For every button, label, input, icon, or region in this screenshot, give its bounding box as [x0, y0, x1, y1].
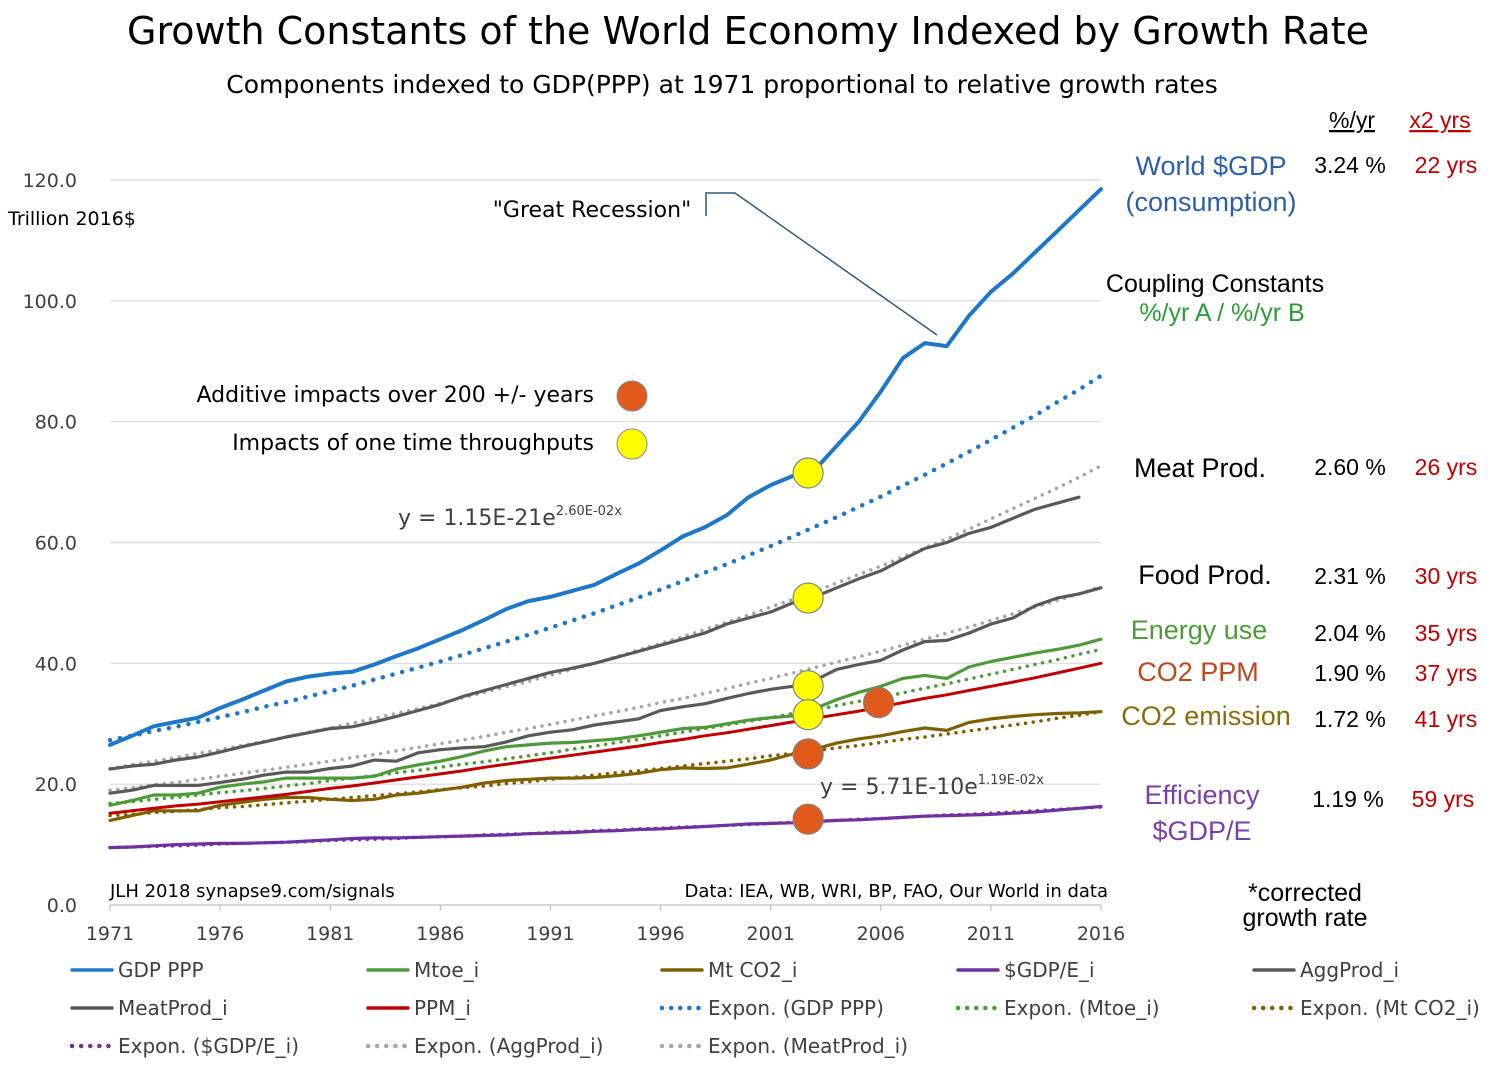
series-expon-gdp-ppp [107, 373, 1104, 743]
legend: GDP PPP Mtoe_i Mt CO2_i $GDP/E_i AggProd_i Me… [69, 958, 1480, 1058]
x-tick-label: 2011 [967, 923, 1015, 945]
series-gdp-ppp [108, 187, 1103, 747]
rate-co2-ppm: 1.90 % [1314, 660, 1386, 686]
additive-marker-swatch [616, 380, 648, 412]
legend-label: Expon. (Mt CO2_i) [1300, 996, 1480, 1020]
right-labels: World $GDP (consumption) 3.24 % 22 yrs M… [1121, 151, 1477, 846]
onetime-impact-marker [792, 670, 824, 702]
great-recession-label: "Great Recession" [493, 198, 691, 223]
legend-label: Expon. (AggProd_i) [414, 1034, 603, 1058]
x-tick-label: 1996 [636, 923, 684, 945]
corrected-note-line2: growth rate [1242, 904, 1367, 932]
legend-label: Expon. (MeatProd_i) [708, 1034, 908, 1058]
y-tick-label: 120.0 [23, 170, 77, 192]
x-tick-label: 1991 [526, 923, 574, 945]
doubling-co2-emission: 41 yrs [1415, 706, 1478, 732]
chart-title: Growth Constants of the World Economy In… [127, 9, 1369, 53]
additive-impact-marker [792, 803, 824, 835]
doubling-energy-use: 35 yrs [1415, 620, 1478, 646]
rate-food-prod: 2.31 % [1314, 563, 1386, 589]
legend-label: PPM_i [414, 996, 471, 1020]
onetime-impacts-label: Impacts of one time throughputs [232, 431, 594, 456]
equation-efficiency: y = 5.71E-10e1.19E-02x [820, 773, 1044, 800]
legend-label: GDP PPP [118, 958, 204, 982]
doubling-efficiency: 59 yrs [1412, 786, 1475, 812]
onetime-impact-marker [792, 582, 824, 614]
series-mtoe-i [108, 637, 1103, 807]
label-co2-emission: CO2 emission [1121, 701, 1291, 731]
y-tick-label: 80.0 [35, 412, 77, 434]
rate-meat-prod: 2.60 % [1314, 454, 1386, 480]
y-tick-label: 40.0 [35, 653, 77, 675]
series-ppm-i [108, 661, 1103, 815]
onetime-impact-marker [792, 457, 824, 489]
x-tick-label: 1976 [196, 923, 244, 945]
label-energy-use: Energy use [1131, 615, 1268, 645]
series-expon-mt-co2-i [108, 709, 1103, 818]
series-meatprod-i [108, 495, 1081, 771]
footer-data-source: Data: IEA, WB, WRI, BP, FAO, Our World i… [685, 881, 1108, 902]
great-recession-leader-line [705, 192, 938, 336]
label-efficiency: Efficiency [1144, 780, 1260, 810]
gridlines [110, 179, 1101, 906]
y-tick-label: 0.0 [47, 895, 77, 917]
series-expon-mtoe-i [108, 647, 1103, 806]
x-tick-label: 2016 [1077, 923, 1125, 945]
series-mt-co2-i [108, 710, 1103, 823]
x-tick-label: 1981 [306, 923, 354, 945]
chart-subtitle: Components indexed to GDP(PPP) at 1971 p… [226, 70, 1217, 99]
y-tick-label: 60.0 [35, 533, 77, 555]
series-aggprod-i [108, 586, 1103, 795]
series-gdp-e-i [108, 804, 1103, 850]
doubling-world-gdp: 22 yrs [1415, 152, 1478, 178]
y-tick-label: 20.0 [35, 774, 77, 796]
y-tick-label: 100.0 [23, 291, 77, 313]
legend-label: Expon. ($GDP/E_i) [118, 1034, 299, 1058]
x-tick-label: 1986 [416, 923, 464, 945]
y-axis-ticks: 0.0 20.0 40.0 60.0 80.0 100.0 120.0 [23, 170, 77, 917]
rate-energy-use: 2.04 % [1314, 620, 1386, 646]
rate-co2-emission: 1.72 % [1314, 706, 1386, 732]
legend-label: MeatProd_i [118, 996, 228, 1020]
doubling-co2-ppm: 37 yrs [1415, 660, 1478, 686]
corrected-note-line1: *corrected [1248, 879, 1362, 907]
legend-label: $GDP/E_i [1004, 958, 1095, 982]
marker-layer [792, 457, 895, 835]
onetime-marker-swatch [616, 428, 648, 460]
label-co2-ppm: CO2 PPM [1137, 657, 1259, 687]
legend-label: Mt CO2_i [708, 958, 797, 982]
equation-gdp: y = 1.15E-21e2.60E-02x [398, 504, 622, 531]
label-food-prod: Food Prod. [1138, 560, 1272, 590]
legend-label: Mtoe_i [414, 958, 479, 982]
rate-header: %/yr [1329, 107, 1375, 133]
additive-impacts-label: Additive impacts over 200 +/- years [196, 383, 594, 408]
y-axis-label: Trillion 2016$ [7, 208, 136, 230]
rate-world-gdp: 3.24 % [1314, 152, 1386, 178]
label-meat-prod: Meat Prod. [1134, 453, 1266, 483]
doubling-header: x2 yrs [1409, 107, 1470, 133]
legend-label: AggProd_i [1300, 958, 1399, 982]
x-tick-label: 2001 [746, 923, 794, 945]
footer-credit: JLH 2018 synapse9.com/signals [109, 881, 395, 902]
series-layer [107, 187, 1104, 850]
legend-label: Expon. (GDP PPP) [708, 996, 884, 1020]
additive-impact-marker [862, 687, 895, 719]
label-world-gdp-sub: (consumption) [1125, 187, 1296, 217]
x-axis-ticks: 1971 1976 1981 1986 1991 1996 2001 2006 2011 2016 [86, 905, 1125, 945]
legend-label: Expon. (Mtoe_i) [1004, 996, 1160, 1020]
rate-efficiency: 1.19 % [1312, 786, 1384, 812]
x-tick-label: 2006 [857, 923, 905, 945]
coupling-title: Coupling Constants [1106, 270, 1324, 298]
series-expon-aggprod-i [108, 584, 1103, 792]
onetime-impact-marker [792, 699, 824, 731]
label-efficiency-sub: $GDP/E [1152, 816, 1251, 846]
additive-impact-marker [792, 738, 824, 770]
doubling-meat-prod: 26 yrs [1415, 454, 1478, 480]
x-tick-label: 1971 [86, 923, 134, 945]
coupling-subtitle: %/yr A / %/yr B [1139, 299, 1304, 327]
label-world-gdp: World $GDP [1135, 151, 1286, 181]
doubling-food-prod: 30 yrs [1415, 563, 1478, 589]
